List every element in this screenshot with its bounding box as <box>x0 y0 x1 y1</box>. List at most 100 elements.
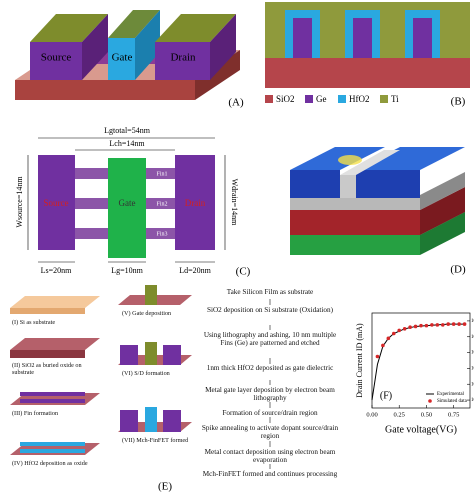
data-point <box>402 327 407 331</box>
gate-label: Gate <box>112 52 133 64</box>
drain <box>163 345 181 365</box>
data-point <box>424 323 429 328</box>
drain-top <box>355 147 465 170</box>
data-point <box>440 323 445 327</box>
x-tick-label: 0.25 <box>394 411 405 418</box>
source <box>120 345 138 365</box>
flow-step: Take Silicon Film as substrate <box>226 288 314 296</box>
flow-step: Using lithography and ashing, 10 nm mult… <box>203 331 337 348</box>
data-line <box>371 323 465 401</box>
flow-step: SiO2 deposition on Si substrate (Oxidati… <box>207 306 333 314</box>
si-substrate <box>10 296 100 308</box>
dimension-label: Wdrain=14nm <box>230 179 239 227</box>
layer-front <box>290 210 420 235</box>
drain-side <box>210 14 236 80</box>
substrate-side <box>195 50 240 100</box>
step-label: (VII) Mch-FinFET formed <box>122 437 189 444</box>
legend-label: Simulated data <box>437 399 468 404</box>
gate-side <box>135 10 160 80</box>
data-point <box>391 331 396 336</box>
fin-label: Fin3 <box>156 231 167 237</box>
data-point <box>435 323 440 327</box>
panel-label: (B) <box>451 96 466 108</box>
sio2-layer <box>10 350 85 358</box>
panel-b: SiO2 Ge HfO2 Ti (B) <box>265 2 470 108</box>
step-label: (III) Fin formation <box>12 410 59 417</box>
panel-c <box>27 137 226 263</box>
source-front <box>30 42 82 80</box>
panel-label: (A) <box>228 97 244 109</box>
step-label: (I) Si as substrate <box>12 319 56 326</box>
step-label: (IV) HfO2 deposition as oxide <box>12 460 88 467</box>
data-point <box>375 354 380 359</box>
y-axis-label: Drain Current ID (mA) <box>355 323 364 398</box>
data-point <box>462 322 467 326</box>
drain-region <box>175 155 215 250</box>
x-tick-label: 0.50 <box>421 411 432 418</box>
hfo2-shell <box>405 10 440 58</box>
panel-label: (C) <box>236 266 251 278</box>
hfo2-shell <box>345 10 380 58</box>
legend-marker <box>428 399 432 403</box>
x-tick-label: 0.00 <box>366 411 377 418</box>
drain-front <box>355 170 420 198</box>
sio2-layer <box>265 58 470 88</box>
gate <box>145 342 157 365</box>
hfo2-shell <box>285 10 320 58</box>
legend-swatch <box>338 95 346 103</box>
flow-step: Metal contact deposition using electron … <box>204 448 336 465</box>
gate-front <box>340 175 356 198</box>
source-label: Source <box>41 52 72 64</box>
panel-label: (E) <box>158 481 172 493</box>
flow-step: Spike annealing to activate dopant sourc… <box>201 424 339 441</box>
drain-label: Drain <box>185 198 206 208</box>
gate-top <box>340 150 400 175</box>
panel-label: (F) <box>380 390 392 401</box>
fin <box>20 392 85 396</box>
drain <box>163 410 181 432</box>
x-tick-label: 0.75 <box>448 411 459 418</box>
data-point <box>381 343 385 348</box>
legend-label: Ti <box>391 94 399 104</box>
step-label: (VI) S/D formation <box>122 370 170 377</box>
y-tick-label: 10⁻⁷·² <box>471 397 474 403</box>
gate <box>145 285 157 305</box>
gate-label: Gate <box>119 198 136 208</box>
drain-front <box>155 42 210 80</box>
flow-step: Mch-FinFET formed and continues processi… <box>202 470 338 478</box>
layer-side <box>420 187 465 235</box>
layer-side <box>420 212 465 255</box>
data-point <box>457 322 461 326</box>
dimension-label: Lch=14nm <box>109 139 145 148</box>
gate-region <box>108 158 146 258</box>
drain-top <box>155 14 236 42</box>
source-label: Source <box>44 198 69 208</box>
fin <box>20 399 85 403</box>
y-tick-label: 10⁻⁶·² <box>471 318 474 324</box>
fin <box>20 449 85 453</box>
y-tick-label: 10⁻⁷·⁰ <box>471 381 474 387</box>
source-region <box>38 155 75 250</box>
gate-front <box>108 38 135 80</box>
legend-label: Ge <box>316 94 327 104</box>
legend-swatch <box>305 95 313 103</box>
ge-fin <box>293 18 312 58</box>
fin-label: Fin1 <box>156 171 167 177</box>
legend-label: HfO2 <box>349 94 370 104</box>
data-point <box>413 324 418 329</box>
data-point <box>430 323 434 327</box>
dimension-label: Lg=10nm <box>111 266 143 275</box>
panel-c-labels: Lgtotal=54nm Lch=14nm Wsource=14nm Wdrai… <box>15 126 251 278</box>
legend-swatch <box>380 95 388 103</box>
y-tick-label: 10⁻⁶·⁶ <box>471 350 474 356</box>
layer-front <box>290 195 420 210</box>
sio2-layer <box>10 338 100 350</box>
panel-a: Source Gate Drain (A) <box>15 10 244 109</box>
fin-label: Fin2 <box>156 201 167 207</box>
fin <box>20 442 85 446</box>
ge-fin <box>353 18 372 58</box>
dimension-label: Ls=20nm <box>41 266 73 275</box>
plot-frame <box>371 312 471 409</box>
